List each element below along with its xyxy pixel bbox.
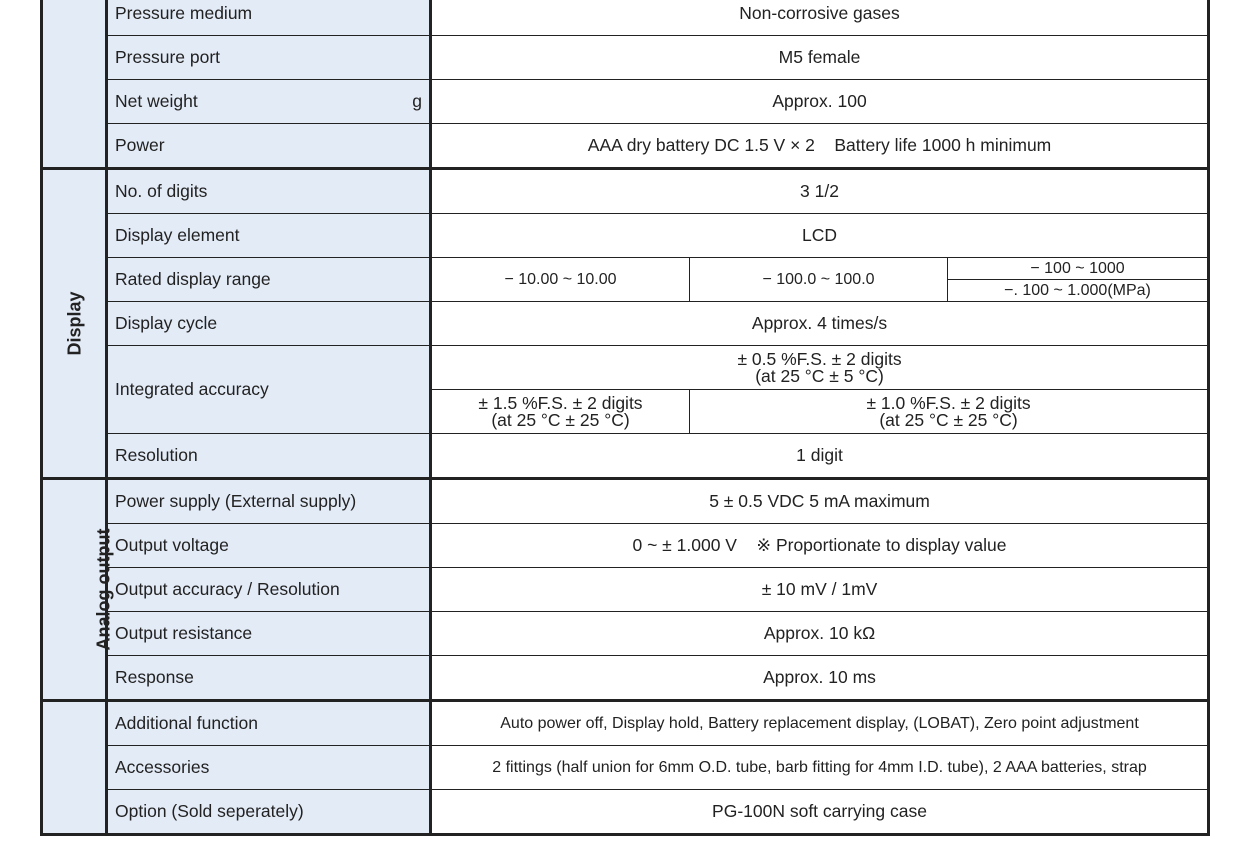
value: ± 1.0 %F.S. ± 2 digits (at 25 °C ± 25 °C) [688,389,1211,434]
value: ± 0.5 %F.S. ± 2 digits (at 25 °C ± 5 °C) [429,345,1211,390]
value: 3 1/2 [429,167,1211,214]
value: Approx. 10 kΩ [429,611,1211,656]
value: 0 ~ ± 1.000 V ※ Proportionate to display… [429,523,1211,568]
label: Pressure port [106,35,432,80]
row-accuracy-sub: ± 1.5 %F.S. ± 2 digits (at 25 °C ± 25 °C)… [42,389,1211,434]
group-display: Display [40,167,108,480]
row-output-resistance: Output resistance Approx. 10 kΩ [42,611,1211,656]
value: PG-100N soft carrying case [429,789,1211,836]
value: Auto power off, Display hold, Battery re… [429,699,1211,746]
value: AAA dry battery DC 1.5 V × 2 Battery lif… [429,123,1211,169]
value-kpa: − 100 ~ 1000 [1030,260,1125,277]
row-resolution: Resolution 1 digit [42,433,1211,479]
row-response: Response Approx. 10 ms [42,655,1211,701]
row-additional: Additional function Auto power off, Disp… [40,699,1211,836]
row-accessories: Accessories 2 fittings (half union for 6… [42,745,1211,790]
value: ± 10 mV / 1mV [429,567,1211,612]
line: ± 1.0 %F.S. ± 2 digits [866,392,1031,413]
value: Approx. 4 times/s [429,301,1211,346]
label: Power [106,123,432,169]
label: Output voltage [106,523,432,568]
row-digits: Display No. of digits 3 1/2 [40,167,1211,480]
label: No. of digits [106,167,432,214]
label: Option (Sold seperately) [106,789,432,836]
group-other [40,699,108,836]
row-display-element: Display element LCD [42,213,1211,258]
unit: g [412,91,422,111]
group-label: Display [64,291,85,356]
row-display-cycle: Display cycle Approx. 4 times/s [42,301,1211,346]
row-pressure-port: Pressure port M5 female [42,35,1211,80]
row-option: Option (Sold seperately) PG-100N soft ca… [42,789,1211,836]
row-accuracy: Integrated accuracy ± 0.5 %F.S. ± 2 digi… [42,345,1211,434]
row-power-supply: Analog output Power supply (External sup… [40,477,1211,702]
group-general [40,0,108,170]
row-output-accuracy: Output accuracy / Resolution ± 10 mV / 1… [42,567,1211,612]
row-output-voltage: Output voltage 0 ~ ± 1.000 V ※ Proportio… [42,523,1211,568]
label: Power supply (External supply) [106,477,432,524]
group-label: Analog output [93,528,114,651]
label: Display element [106,213,432,258]
value-mpa: −. 100 ~ 1.000(MPa) [948,279,1208,301]
label: Accessories [106,745,432,790]
value: − 100.0 ~ 100.0 [689,257,948,302]
row-rated-range: Rated display range − 10.00 ~ 10.00 − 10… [42,257,1211,302]
value: LCD [429,213,1211,258]
value: 1 digit [429,433,1211,479]
line: ± 0.5 %F.S. ± 2 digits [737,348,902,369]
group-analog: Analog output [40,477,113,702]
value: − 10.00 ~ 10.00 [430,257,690,302]
value: ± 1.5 %F.S. ± 2 digits (at 25 °C ± 25 °C) [430,389,690,434]
value: − 100 ~ 1000 −. 100 ~ 1.000(MPa) [946,257,1211,302]
label: Output accuracy / Resolution [106,567,432,612]
label: Pressure medium [106,0,432,36]
value: M5 female [429,35,1211,80]
row-power: Power AAA dry battery DC 1.5 V × 2 Batte… [42,123,1211,169]
line: (at 25 °C ± 5 °C) [755,365,884,386]
line: (at 25 °C ± 25 °C) [879,409,1018,430]
label: Display cycle [106,301,432,346]
line: ± 1.5 %F.S. ± 2 digits [478,392,643,413]
label: Net weight g [106,79,432,124]
row-pressure-medium: Pressure medium Non-corrosive gases [40,0,1211,170]
row-net-weight: Net weight g Approx. 100 [42,79,1211,124]
label: Rated display range [106,257,432,302]
spec-table: Pressure medium Non-corrosive gases Pres… [40,0,1211,836]
value: 5 ± 0.5 VDC 5 mA maximum [429,477,1211,524]
value: Approx. 100 [429,79,1211,124]
value: Approx. 10 ms [429,655,1211,701]
value: Non-corrosive gases [429,0,1211,36]
label: Response [106,655,432,701]
line: (at 25 °C ± 25 °C) [491,409,630,430]
label: Additional function [106,699,432,746]
value: 2 fittings (half union for 6mm O.D. tube… [429,745,1211,790]
label: Integrated accuracy [106,345,432,434]
label-text: Net weight [115,91,198,111]
label: Output resistance [106,611,432,656]
label: Resolution [106,433,432,479]
